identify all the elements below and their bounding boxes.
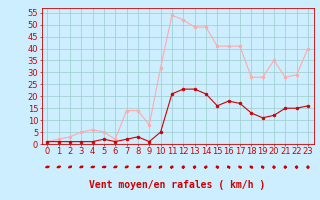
Text: Vent moyen/en rafales ( km/h ): Vent moyen/en rafales ( km/h ) xyxy=(90,180,266,190)
